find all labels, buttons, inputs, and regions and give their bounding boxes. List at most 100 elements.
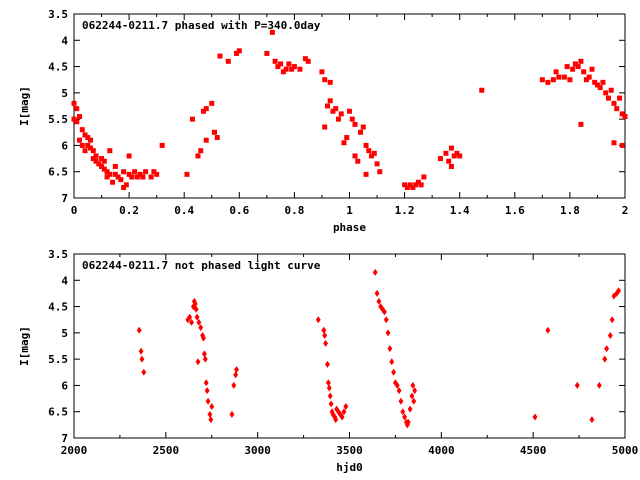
data-point: [616, 95, 622, 101]
data-point: [352, 121, 358, 127]
data-point: [400, 408, 406, 416]
data-point: [451, 153, 457, 159]
data-point: [269, 29, 275, 35]
data-point: [371, 150, 377, 156]
data-point: [201, 350, 207, 358]
data-point: [225, 58, 231, 64]
x-tick-label: 1.2: [395, 204, 415, 217]
data-point: [107, 148, 113, 154]
data-point: [203, 106, 209, 112]
data-point: [208, 416, 214, 424]
data-point: [233, 371, 239, 379]
y-axis-label: I[mag]: [18, 326, 31, 366]
data-point: [369, 153, 375, 159]
data-point: [209, 100, 215, 106]
data-point: [278, 61, 284, 67]
data-point: [333, 106, 339, 112]
data-point: [415, 179, 421, 185]
y-tick-label: 4: [61, 34, 68, 47]
data-point: [112, 171, 118, 177]
y-tick-label: 5.5: [48, 353, 68, 366]
data-point: [205, 397, 211, 405]
data-point: [574, 381, 580, 389]
data-point: [328, 400, 334, 408]
data-point: [99, 156, 105, 162]
data-point: [550, 77, 556, 83]
data-point: [71, 100, 77, 106]
data-point: [545, 326, 551, 334]
data-point: [200, 108, 206, 114]
data-point: [616, 287, 622, 295]
x-tick-label: 1: [346, 204, 353, 217]
y-axis-label: I[mag]: [18, 86, 31, 126]
y-tick-label: 4: [61, 274, 68, 287]
data-point: [602, 355, 608, 363]
data-point: [327, 98, 333, 104]
data-point: [413, 182, 419, 188]
data-point: [202, 355, 208, 363]
data-point: [101, 158, 107, 164]
x-tick-label: 0: [71, 204, 78, 217]
x-tick-labels: 0 0.2 0.4 0.6 0.8 1 1.2 1.4 1.6 1.8 2: [71, 204, 629, 217]
data-point: [448, 163, 454, 169]
data-point: [79, 142, 85, 148]
data-point: [85, 142, 91, 148]
data-point: [349, 116, 355, 122]
x-tick-label: 2500: [153, 444, 180, 457]
data-point: [443, 150, 449, 156]
data-point: [85, 135, 91, 141]
x-tick-label: 4500: [520, 444, 547, 457]
data-point: [603, 90, 609, 96]
x-axis-label: phase: [333, 221, 366, 234]
data-point: [410, 381, 416, 389]
data-point: [366, 148, 372, 154]
y-tick-label: 6.5: [48, 406, 68, 419]
data-point: [387, 345, 393, 353]
data-point: [561, 74, 567, 80]
data-point: [319, 69, 325, 75]
x-tick-label: 0.2: [119, 204, 139, 217]
data-point: [327, 79, 333, 85]
phased-chart: 0 0.2 0.4 0.6 0.8 1 1.2 1.4 1.6 1.8 2 3.5 4 4.5 5 5.5 6…: [18, 8, 628, 234]
data-point: [322, 77, 328, 83]
plot-frame: [73, 13, 626, 199]
data-point: [343, 402, 349, 410]
data-point: [272, 58, 278, 64]
chart-title: 062244-0211.7 not phased light curve: [82, 259, 321, 272]
x-tick-labels: 2000 2500 3000 3500 4000 4500 5000: [61, 444, 639, 457]
data-point: [323, 339, 329, 347]
data-point: [104, 169, 110, 175]
data-point: [74, 106, 80, 112]
x-tick-label: 1.4: [450, 204, 470, 217]
x-tick-label: 2: [622, 204, 629, 217]
data-point: [600, 79, 606, 85]
data-point: [132, 169, 138, 175]
y-tick-labels: 3.5 4 4.5 5 5.5 6 6.5 7: [48, 8, 68, 205]
data-point: [204, 387, 210, 395]
data-point: [446, 158, 452, 164]
data-point: [597, 85, 603, 91]
data-point: [377, 169, 383, 175]
data-point: [575, 64, 581, 70]
data-point: [407, 405, 413, 413]
data-point: [195, 153, 201, 159]
data-point: [589, 66, 595, 72]
data-point: [286, 61, 292, 67]
data-point: [545, 79, 551, 85]
data-point: [154, 171, 160, 177]
x-tick-label: 1.8: [560, 204, 580, 217]
data-point: [376, 297, 382, 305]
data-point: [201, 334, 206, 342]
data-point: [74, 119, 80, 125]
x-tick-label: 5000: [612, 444, 639, 457]
data-point: [324, 103, 330, 109]
data-point: [234, 50, 240, 56]
data-point: [192, 300, 198, 308]
data-point: [352, 153, 358, 159]
chart-title: 062244-0211.7 phased with P=340.0day: [82, 19, 321, 32]
data-point: [217, 53, 223, 59]
x-tick-label: 1.6: [505, 204, 525, 217]
data-point: [143, 169, 149, 175]
data-point: [532, 413, 538, 421]
data-point: [82, 148, 88, 154]
